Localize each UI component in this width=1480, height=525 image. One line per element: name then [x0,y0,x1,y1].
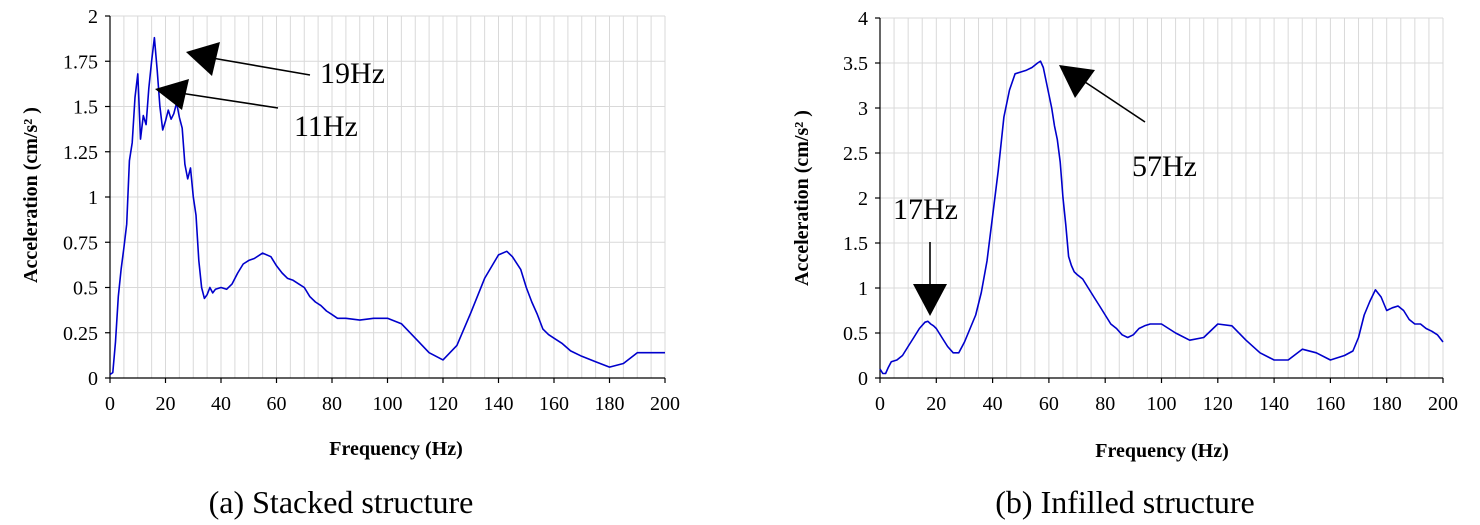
chart-a-x-tick-label: 20 [156,393,176,415]
chart-b-x-tick-label: 120 [1203,393,1233,415]
chart-a: 0 20 40 60 80 100 120 140 160 180 200 0 0.25 0.5 0.75… [20,6,680,520]
chart-b-x-tick-label: 0 [875,393,885,415]
chart-b-x-ticks: 0 20 40 60 80 100 120 140 160 180 200 [875,378,1458,415]
chart-b-arrow-57hz-line [1081,79,1146,123]
chart-a-x-tick-label: 40 [211,393,231,415]
chart-b-y-tick-label: 1.5 [843,233,868,255]
chart-a-x-tick-label: 80 [322,393,342,415]
chart-b-annotation-17hz: 17Hz [893,193,958,226]
chart-a-y-tick-label: 0 [88,368,98,390]
chart-a-y-tick-label: 0.25 [63,323,98,345]
chart-b-x-tick-label: 200 [1428,393,1458,415]
chart-a-x-axis-label: Frequency (Hz) [329,438,463,460]
chart-a-x-tick-label: 160 [539,393,569,415]
chart-a-arrow-19hz-head [186,42,220,76]
chart-a-y-tick-label: 1 [88,187,98,209]
chart-a-caption: (a) Stacked structure [209,484,474,520]
chart-b-y-tick-label: 1 [858,278,868,300]
chart-b-y-tick-label: 0.5 [843,323,868,345]
chart-a-x-tick-label: 180 [595,393,625,415]
chart-b-y-tick-label: 0 [858,368,868,390]
chart-b-y-ticks: 0 0.5 1 1.5 2 2.5 3 3.5 4 [843,8,880,390]
chart-b-x-tick-label: 140 [1259,393,1289,415]
chart-b: 0 20 40 60 80 100 120 140 160 180 200 0 0.5 1 1.5 2 2.5… [791,8,1458,520]
chart-b-y-tick-label: 4 [858,8,868,30]
chart-a-x-tick-label: 120 [428,393,458,415]
chart-a-y-ticks: 0 0.25 0.5 0.75 1 1.25 1.5 1.75 2 [63,6,110,390]
chart-a-arrow-11hz-head [155,79,189,110]
chart-b-x-tick-label: 80 [1095,393,1115,415]
chart-a-grid [110,15,665,378]
chart-b-x-axis-label: Frequency (Hz) [1095,440,1229,462]
chart-a-arrow-19hz-line [211,57,311,76]
chart-a-y-tick-label: 0.5 [73,278,98,300]
chart-a-x-tick-label: 100 [373,393,403,415]
chart-a-arrow-11hz-line [179,92,279,109]
chart-b-x-tick-label: 20 [926,393,946,415]
chart-a-y-tick-label: 1.75 [63,51,98,73]
chart-b-y-axis-label: Acceleration (cm/s² ) [791,110,813,286]
chart-a-y-tick-label: 2 [88,6,98,28]
chart-b-x-tick-label: 60 [1039,393,1059,415]
chart-b-caption: (b) Infilled structure [995,484,1254,520]
chart-a-y-axis-label: Acceleration (cm/s² ) [20,107,42,283]
chart-a-x-tick-label: 140 [484,393,514,415]
chart-a-y-tick-label: 1.5 [73,97,98,119]
chart-a-y-tick-label: 1.25 [63,142,98,164]
chart-a-annotation-11hz: 11Hz [294,110,358,143]
chart-b-y-tick-label: 2 [858,188,868,210]
chart-a-x-tick-label: 0 [105,393,115,415]
chart-b-grid [880,17,1443,378]
chart-b-annotation-57hz: 57Hz [1132,150,1197,183]
chart-b-y-tick-label: 3.5 [843,53,868,75]
chart-a-series-line [109,36,665,376]
chart-b-series-line [879,60,1444,375]
chart-a-annotation-19hz: 19Hz [320,57,385,90]
chart-b-x-tick-label: 160 [1315,393,1345,415]
chart-b-x-tick-label: 40 [983,393,1003,415]
chart-a-x-ticks: 0 20 40 60 80 100 120 140 160 180 200 [105,378,680,415]
chart-b-y-tick-label: 2.5 [843,143,868,165]
chart-b-x-tick-label: 100 [1147,393,1177,415]
chart-a-x-tick-label: 200 [650,393,680,415]
chart-b-arrow-17hz-head [913,284,947,316]
chart-a-x-tick-label: 60 [267,393,287,415]
chart-b-x-tick-label: 180 [1372,393,1402,415]
chart-a-y-tick-label: 0.75 [63,232,98,254]
chart-b-y-tick-label: 3 [858,98,868,120]
chart-b-arrow-57hz-head [1059,65,1095,98]
